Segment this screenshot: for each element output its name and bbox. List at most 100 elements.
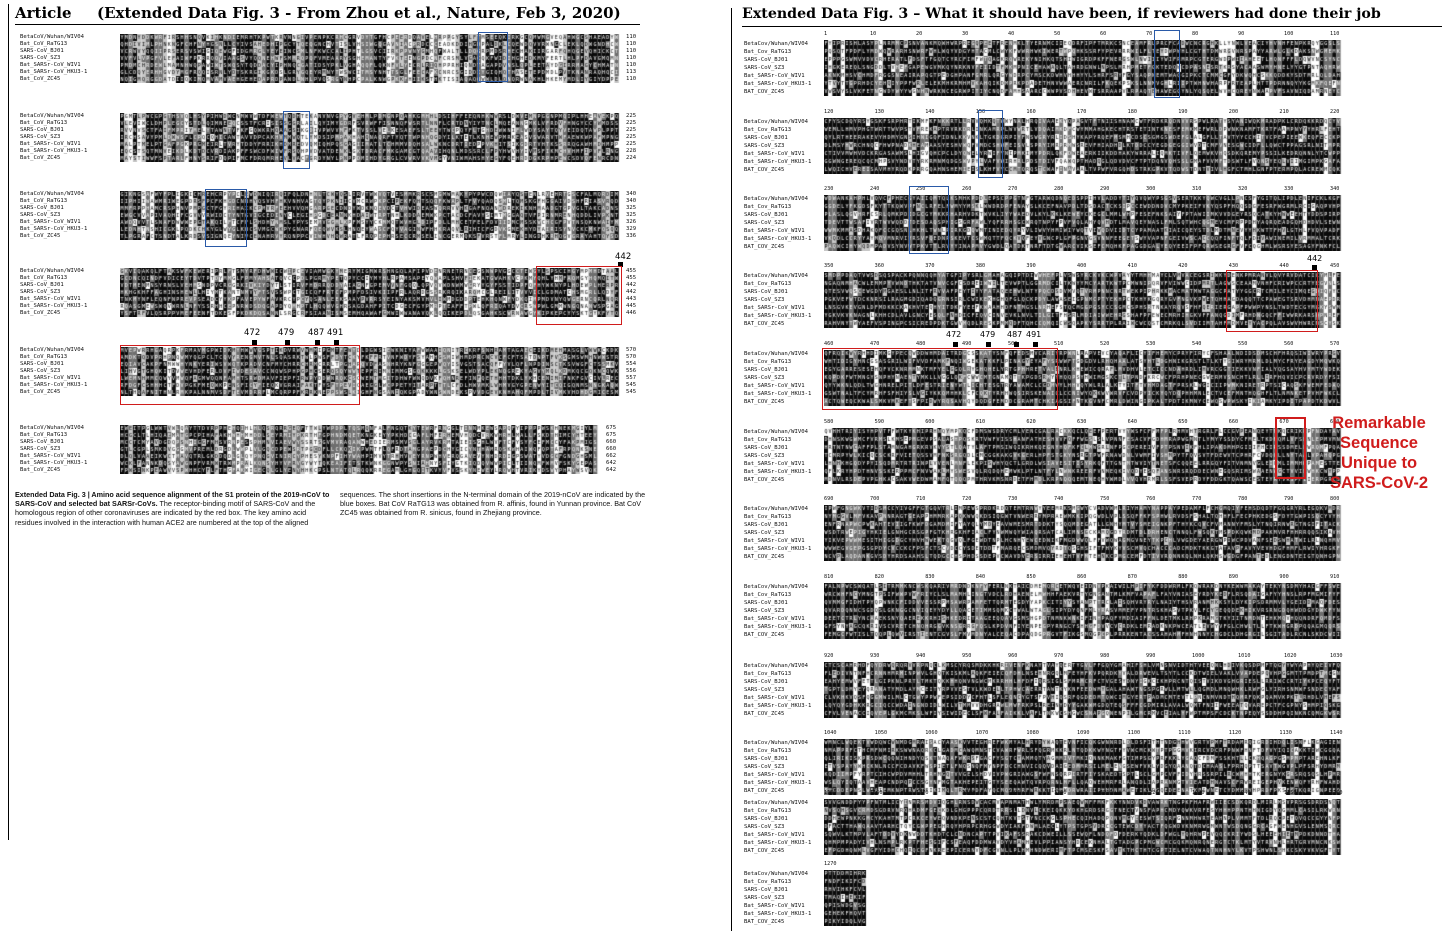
sequence-shading <box>120 34 620 87</box>
sequence-name: Bat_SARSr-CoV_HKU3-1 <box>744 236 812 242</box>
sequence-name: Bat_SARSr-CoV_HKU3-1 <box>744 391 812 397</box>
sequence-name: SARS-CoV_SZ3 <box>744 297 785 303</box>
block-end-positions: 675 675 660 660 662 642 642 <box>606 425 616 474</box>
sequence-name: Bat_CoV_ZC45 <box>20 389 61 395</box>
end-position: 443 <box>626 296 637 302</box>
ruler-tick-label: 650 <box>1178 419 1188 425</box>
ruler-tick-label: 90 <box>1238 31 1245 37</box>
ruler-tick-label: 970 <box>1054 653 1064 659</box>
sequence-names: BetaCov/Wuhan/WIV04 Bat_Cov_RaTG13 SARS-Co… <box>744 870 811 926</box>
ruler-tick-label: 910 <box>1330 574 1340 580</box>
end-position: 556 <box>626 368 637 374</box>
sequence-shading <box>824 195 1344 255</box>
ruler-tick-label: 930 <box>870 653 880 659</box>
ruler-tick-label: 170 <box>1077 109 1087 115</box>
sequence-name: Bat_Cov_RaTG13 <box>744 879 792 885</box>
left-label-487: 487 <box>308 328 325 338</box>
sequence-name: SARS-CoV_BJ01 <box>20 205 64 211</box>
block-end-positions: 110 110 110 110 110 113 110 <box>626 34 636 83</box>
unique-sequence-box <box>1275 417 1306 479</box>
ruler-tick-label: 30 <box>962 31 969 37</box>
ruler-tick-label: 1010 <box>1238 653 1251 659</box>
ruler-tick-label: 1 <box>824 31 828 37</box>
sequence-name: SARS-CoV_BJ01 <box>744 756 788 762</box>
caption-body-1: The receptor-binding motif of SARS-CoV a… <box>15 499 316 527</box>
end-position: 445 <box>626 303 637 309</box>
sequence-name: Bat_SARSr-CoV_WIV1 <box>744 695 805 701</box>
ruler-tick-label: 410 <box>1127 263 1137 269</box>
left-title-rule <box>15 24 640 25</box>
block-end-positions: 570 570 554 556 557 545 545 <box>626 347 636 396</box>
sequence-name: Bat_SARSr-CoV_HKU3-1 <box>20 148 88 154</box>
ruler-tick-label: 810 <box>824 574 834 580</box>
right-alignment-block: 350 360 370 380 390 400 410 420 430 440 450 BetaCov… <box>744 263 1444 338</box>
corrected-figure-panel: Extended Data Fig. 3 – What it should ha… <box>730 0 1456 931</box>
ruler-tick-label: 610 <box>975 419 986 425</box>
sequence-name: Bat_SARSr-CoV_WIV1 <box>744 832 805 838</box>
sequence-name: BetaCov/Wuhan/WIV04 <box>744 584 808 590</box>
ruler-tick-label: 1080 <box>1026 730 1039 736</box>
left-marker-487 <box>315 340 320 345</box>
sequence-name: Bat_CoV_ZC45 <box>20 155 61 161</box>
end-position: 642 <box>606 467 617 473</box>
end-position: 642 <box>606 460 617 466</box>
sequence-name: BetaCoV/Wuhan/WIV04 <box>20 113 84 119</box>
sequence-shading <box>824 739 1344 799</box>
ruler-tick-label: 1110 <box>1178 730 1191 736</box>
ruler-tick-label: 830 <box>925 574 935 580</box>
end-position: 660 <box>606 439 617 445</box>
right-alignment-block: 1 10 20 30 40 50 60 70 80 90 100 110 BetaCov/Wuhan/W… <box>744 31 1444 106</box>
left-label-442: 442 <box>615 252 632 262</box>
remarkable-sequence-callout: Remarkable Sequence Unique to SARS-CoV-2 <box>1314 413 1444 493</box>
sequence-name: SARS-CoV_SZ3 <box>744 764 785 770</box>
sequence-name: SARS-CoV_SZ3 <box>20 212 61 218</box>
ruler-tick-label: 770 <box>1192 496 1202 502</box>
left-alignment-block: BetaCoV/Wuhan/WIV04 Bat_CoV_RaTG13 SARS-Co… <box>20 113 680 162</box>
ruler-tick-label: 750 <box>1100 496 1110 502</box>
end-position: 554 <box>626 361 637 367</box>
sequence-shading <box>824 350 1344 410</box>
ruler-tick-label: 50 <box>1054 31 1061 37</box>
sequence-name: Bat_CoV_RaTG13 <box>20 354 68 360</box>
sequence-name: SARS-CoV_SZ3 <box>744 824 785 830</box>
end-position: 225 <box>626 141 637 147</box>
sequence-name: SARS-CoV_SZ3 <box>744 375 785 381</box>
left-marker-442 <box>618 262 623 267</box>
sequence-shading <box>824 505 1344 565</box>
end-position: 110 <box>626 48 637 54</box>
sequence-name: SARS-CoV_BJ01 <box>744 135 788 141</box>
ruler-tick-label: 690 <box>824 496 834 502</box>
ruler-tick-label: 270 <box>1008 186 1018 192</box>
ruler-tick-label: 290 <box>1100 186 1110 192</box>
end-position: 442 <box>626 289 637 295</box>
sequence-name: Bat_Cov_RaTG13 <box>744 49 792 55</box>
sequence-name: Bat_SARSr-CoV_HKU3-1 <box>744 313 812 319</box>
ruler-tick-label: 900 <box>1279 574 1289 580</box>
sequence-name: Bat_SARSr-CoV_WIV1 <box>20 375 81 381</box>
sequence-name: Bat_SARSr-CoV_HKU3-1 <box>744 159 812 165</box>
sequence-name: Bat_CoV_RaTG13 <box>20 198 68 204</box>
sequence-name: Bat_Cov_RaTG13 <box>744 281 792 287</box>
sequence-name: Bat_Cov_RaTG13 <box>744 437 792 443</box>
ruler-tick-label: 1160 <box>870 790 883 796</box>
sequence-shading <box>824 583 1344 643</box>
left-label-479: 479 <box>278 328 295 338</box>
sequence-name: Bat_CoV_RaTG13 <box>20 41 68 47</box>
end-position: 224 <box>626 155 637 161</box>
sequence-name: BAT_COV_ZC45 <box>744 321 785 327</box>
ruler-tick-label: 980 <box>1100 653 1110 659</box>
ruler-tick-label: 860 <box>1077 574 1087 580</box>
sequence-name: Bat_CoV_ZC45 <box>20 310 61 316</box>
sequence-names: BetaCov/Wuhan/WIV04 Bat_Cov_RaTG13 SARS-Co… <box>744 505 811 561</box>
position-ruler: 350 360 370 380 390 400 410 420 430 440 450 <box>824 263 1344 271</box>
ruler-tick-label: 1040 <box>824 730 837 736</box>
left-insertion-box-1 <box>478 32 508 82</box>
ruler-tick-label: 1050 <box>874 730 888 736</box>
sequence-name: BAT_COV_ZC45 <box>744 788 785 794</box>
left-marker-491 <box>334 340 339 345</box>
right-alignment-block: 920 930 940 950 960 970 980 990 1000 1010 1020 1030… <box>744 653 1444 728</box>
sequence-name: SARS-CoV_BJ01 <box>744 816 788 822</box>
sequence-name: Bat_SARSr-CoV_HKU3-1 <box>20 382 88 388</box>
ruler-tick-label: 400 <box>1077 263 1087 269</box>
left-alignment-block: BetaCoV/Wuhan/WIV04 Bat_CoV_RaTG13 SARS-Co… <box>20 34 680 83</box>
